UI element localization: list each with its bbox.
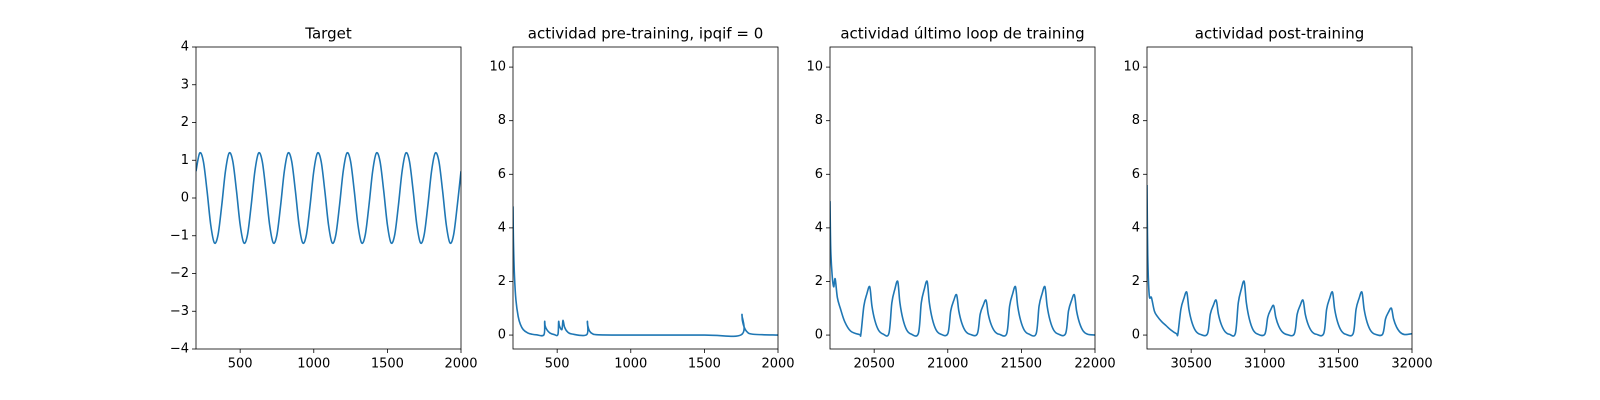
x-tick-label: 32000 <box>1391 357 1432 372</box>
y-tick-label: 0 <box>498 328 506 343</box>
y-tick-label: 10 <box>489 60 506 75</box>
y-tick-label: 6 <box>1132 167 1140 182</box>
x-tick-label: 20500 <box>853 357 894 372</box>
axes-frame <box>829 46 1096 350</box>
x-tick-label: 1000 <box>614 357 647 372</box>
y-tick-label: −3 <box>170 304 189 319</box>
y-tick-label: 6 <box>498 167 506 182</box>
subplot: Target 500 1000 1500 2000 −4 −3 −2 −1 0 1 2 3 4 <box>170 25 478 372</box>
x-tick-label: 2000 <box>444 357 477 372</box>
x-tick-label: 30500 <box>1170 357 1211 372</box>
y-tick-label: −1 <box>170 228 189 243</box>
y-tick-label: 4 <box>498 220 506 235</box>
x-tick-label: 22000 <box>1074 357 1115 372</box>
y-tick-label: −2 <box>170 266 189 281</box>
data-line <box>1147 184 1412 337</box>
x-tick-label: 1000 <box>297 357 330 372</box>
y-tick-label: 3 <box>181 77 189 92</box>
y-tick-label: 1 <box>181 153 189 168</box>
y-tick-label: 2 <box>498 274 506 289</box>
x-tick-label: 2000 <box>761 357 794 372</box>
y-tick-label: 0 <box>181 191 189 206</box>
subplot-title: actividad último loop de training <box>840 25 1084 43</box>
y-tick-label: 0 <box>1132 328 1140 343</box>
data-line <box>513 206 778 338</box>
y-tick-label: 2 <box>1132 274 1140 289</box>
y-tick-label: 10 <box>1123 60 1140 75</box>
subplot: actividad post-training 30500 31000 31500 32… <box>1123 25 1432 372</box>
y-tick-label: 0 <box>815 328 823 343</box>
y-tick-label: 8 <box>815 113 823 128</box>
y-tick-label: 2 <box>181 115 189 130</box>
x-tick-label: 21500 <box>1001 357 1042 372</box>
y-tick-label: 10 <box>806 60 823 75</box>
y-tick-label: 2 <box>815 274 823 289</box>
x-tick-label: 21000 <box>927 357 968 372</box>
y-tick-label: 4 <box>181 40 189 55</box>
data-line <box>830 201 1095 337</box>
x-tick-label: 1500 <box>371 357 404 372</box>
y-tick-label: 8 <box>498 113 506 128</box>
x-tick-label: 500 <box>228 357 253 372</box>
y-tick-label: 8 <box>1132 113 1140 128</box>
y-tick-label: −4 <box>170 342 189 357</box>
x-tick-label: 500 <box>545 357 570 372</box>
axes-frame <box>1146 46 1413 350</box>
data-line <box>196 151 461 245</box>
axes-frame <box>195 46 462 350</box>
y-tick-label: 4 <box>1132 220 1140 235</box>
x-tick-label: 1500 <box>688 357 721 372</box>
subplot: actividad pre-training, ipqif = 0 500 1000… <box>489 25 794 372</box>
subplot-title: actividad post-training <box>1195 25 1364 43</box>
x-tick-label: 31000 <box>1244 357 1285 372</box>
subplot-title: actividad pre-training, ipqif = 0 <box>528 25 764 43</box>
axes-frame <box>512 46 779 350</box>
subplot-title: Target <box>304 25 352 43</box>
y-tick-label: 6 <box>815 167 823 182</box>
y-tick-label: 4 <box>815 220 823 235</box>
x-tick-label: 31500 <box>1318 357 1359 372</box>
